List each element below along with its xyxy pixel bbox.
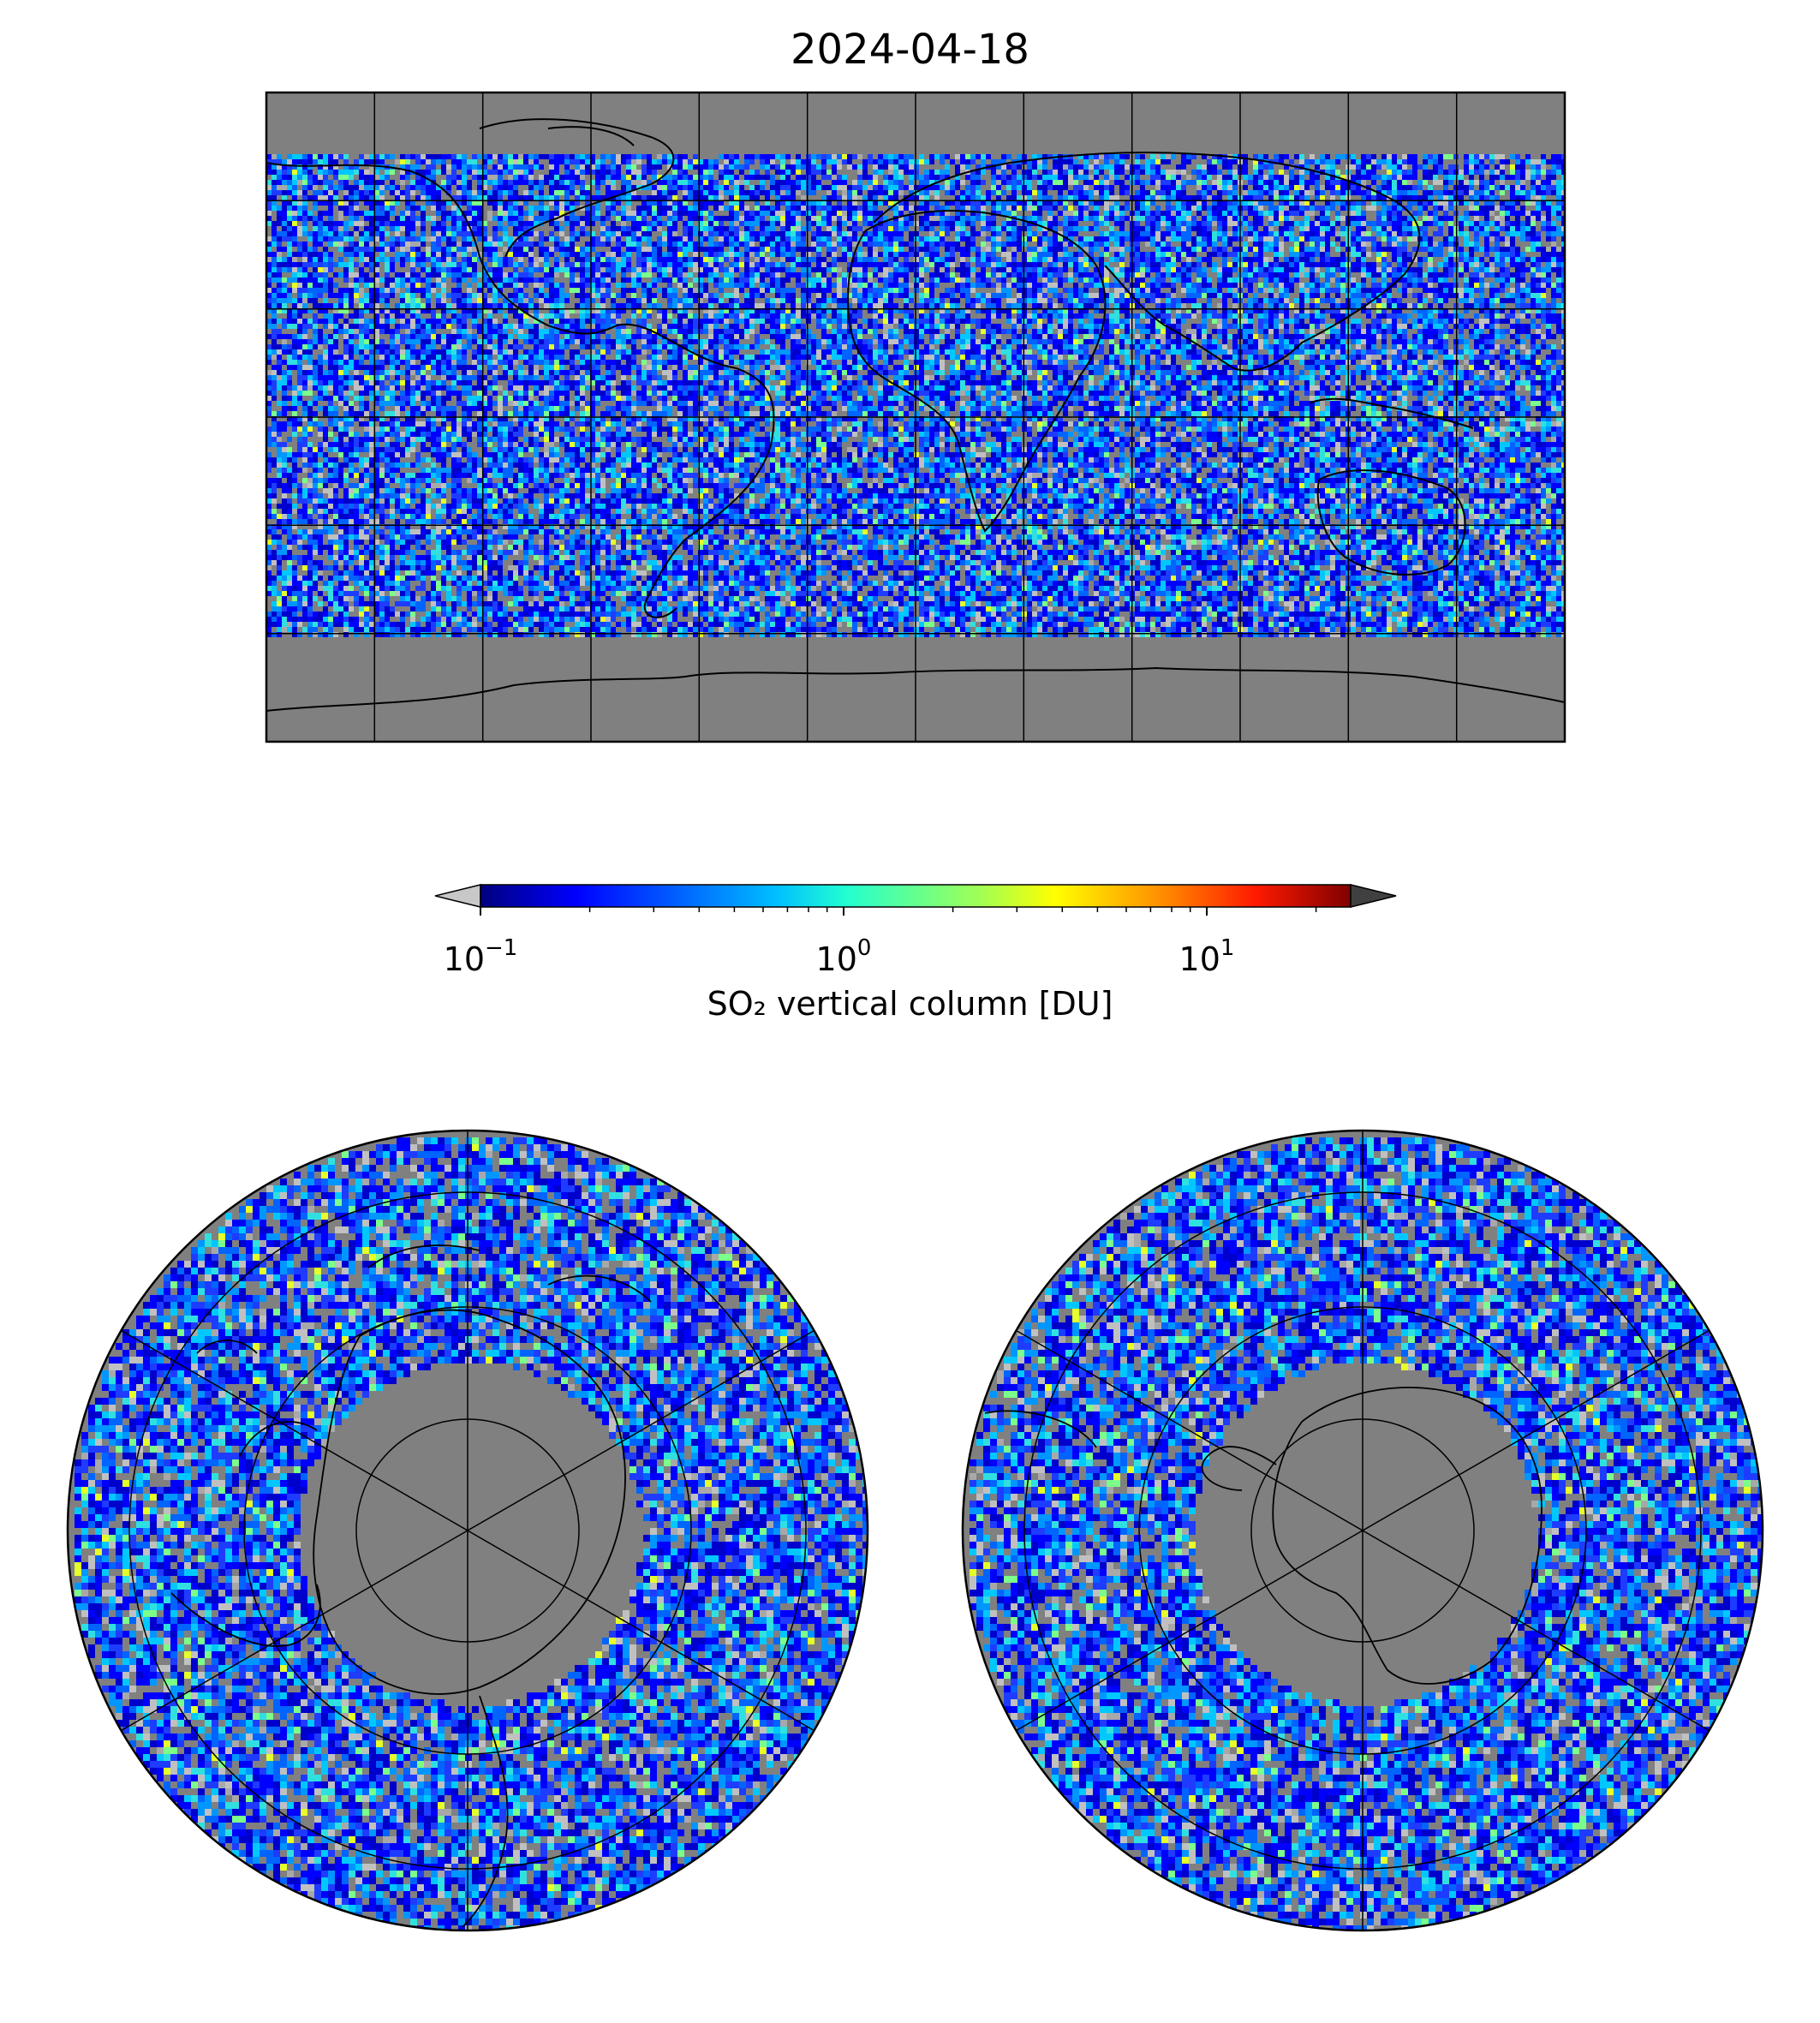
- colorbar-minor-ticks: [588, 907, 1317, 912]
- colorbar-over-extension: [1350, 884, 1397, 908]
- south-polar-map: [961, 1129, 1764, 1932]
- north-polar-coastlines: [170, 1244, 652, 1928]
- colorbar-label: SO₂ vertical column [DU]: [0, 985, 1820, 1023]
- colorbar-under-extension: [434, 884, 481, 908]
- south-polar-graticule: [1016, 1131, 1710, 1931]
- colorbar-major-ticks: [480, 907, 1208, 916]
- colorbar: [434, 884, 1397, 916]
- global-so2-data-layer: [266, 154, 1565, 637]
- north-polar-frame: [66, 1129, 869, 1932]
- map-title: 2024-04-18: [0, 26, 1820, 74]
- north-polar-graticule: [121, 1131, 815, 1931]
- colorbar-frame: [480, 884, 1352, 908]
- colorbar-gradient: [480, 885, 1351, 907]
- north-polar-so2-data-layer: [75, 1137, 868, 1931]
- south-polar-frame: [961, 1129, 1764, 1932]
- colorbar-tick-label: 101: [1121, 935, 1292, 978]
- north-polar-map: [66, 1129, 869, 1932]
- global-map-frame: [265, 91, 1566, 743]
- colorbar-tick-label: 100: [758, 935, 929, 978]
- global-map: [265, 91, 1566, 743]
- global-graticule: [266, 92, 1565, 742]
- colorbar-tick-label: 10−1: [395, 935, 566, 978]
- global-coastlines: [266, 118, 1565, 712]
